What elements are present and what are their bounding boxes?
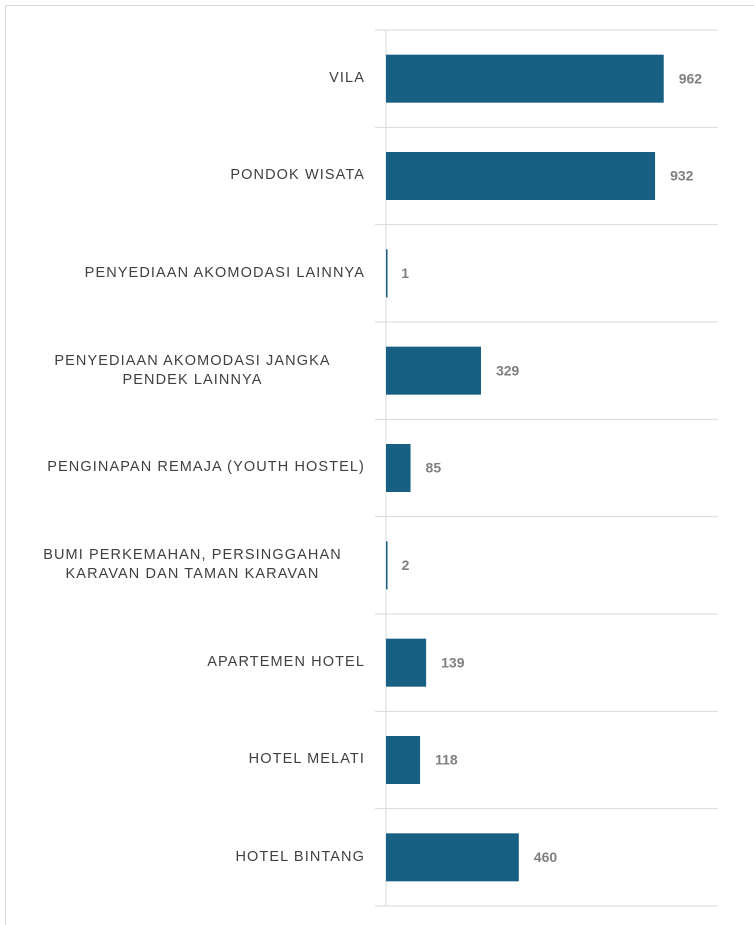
category-label-box: HOTEL MELATI: [20, 711, 365, 808]
bar: [386, 541, 388, 590]
value-label: 1: [401, 265, 409, 281]
category-label: PENYEDIAAN AKOMODASI LAINNYA: [84, 264, 365, 281]
category-label-box: PONDOK WISATA: [20, 127, 365, 224]
bar: [386, 152, 656, 200]
bar: [386, 736, 421, 784]
bar: [386, 346, 481, 395]
value-label: 460: [534, 849, 558, 865]
category-label-box: PENYEDIAAN AKOMODASI LAINNYA: [20, 225, 365, 322]
category-label: PENGINAPAN REMAJA (YOUTH HOSTEL): [47, 459, 365, 476]
bar: [386, 638, 427, 687]
bar: [386, 444, 411, 492]
bar: [386, 54, 664, 103]
value-label: 139: [441, 654, 465, 670]
category-label-box: PENYEDIAAN AKOMODASI JANGKA PENDEK LAINN…: [20, 322, 365, 419]
category-label-box: BUMI PERKEMAHAN, PERSINGGAHAN KARAVAN DA…: [20, 517, 365, 614]
category-label: PENYEDIAAN AKOMODASI JANGKA PENDEK LAINN…: [54, 352, 331, 388]
category-label-box: PENGINAPAN REMAJA (YOUTH HOSTEL): [20, 419, 365, 516]
category-label-box: HOTEL BINTANG: [20, 809, 365, 906]
category-label-box: APARTEMEN HOTEL: [20, 614, 365, 711]
value-label: 118: [435, 752, 458, 768]
value-label: 85: [426, 460, 442, 476]
value-label: 2: [402, 557, 410, 573]
value-label: 329: [496, 362, 520, 378]
bar: [386, 249, 388, 298]
category-label: VILA: [329, 70, 365, 87]
value-label: 932: [670, 168, 694, 184]
category-label: HOTEL MELATI: [248, 751, 365, 768]
category-label-box: VILA: [20, 30, 365, 127]
category-label: BUMI PERKEMAHAN, PERSINGGAHAN KARAVAN DA…: [43, 547, 342, 583]
category-label: HOTEL BINTANG: [235, 848, 365, 865]
chart-border: [5, 5, 754, 925]
bar: [386, 833, 519, 882]
category-label: APARTEMEN HOTEL: [207, 654, 365, 671]
category-label: PONDOK WISATA: [230, 167, 365, 184]
value-label: 962: [679, 70, 703, 86]
